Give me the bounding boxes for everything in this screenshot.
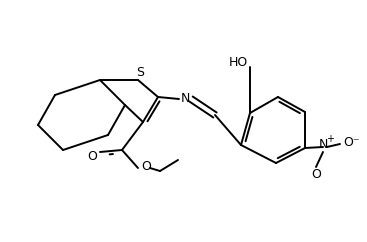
Text: O: O (141, 159, 151, 173)
Text: O⁻: O⁻ (344, 136, 360, 150)
Text: HO: HO (228, 55, 248, 68)
Text: S: S (136, 67, 144, 80)
Text: +: + (326, 134, 334, 144)
Text: O: O (311, 168, 321, 182)
Text: N: N (318, 138, 328, 151)
Text: N: N (180, 92, 190, 106)
Text: O: O (87, 150, 97, 162)
